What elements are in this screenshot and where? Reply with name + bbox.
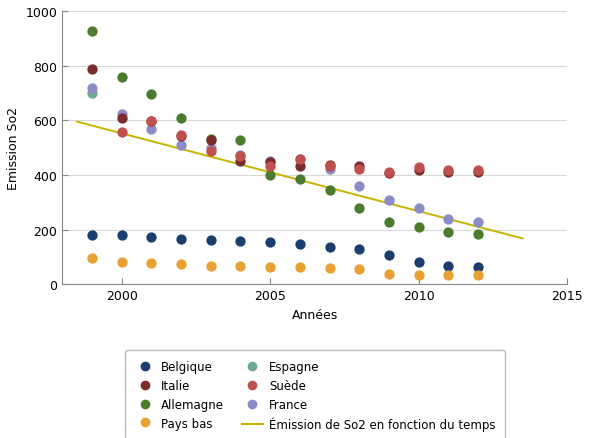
Point (295, 163, 304, 170)
Point (295, 264, 304, 271)
Point (87, 255, 97, 262)
Point (325, 265, 335, 272)
Point (87, 90, 97, 97)
Point (295, 176, 304, 183)
Point (295, 241, 304, 248)
Point (206, 237, 215, 244)
Point (176, 261, 186, 268)
Point (117, 112, 126, 119)
Point (355, 184, 364, 191)
Point (266, 264, 275, 271)
Point (147, 118, 156, 125)
Point (236, 263, 245, 270)
Point (266, 163, 275, 170)
Point (236, 158, 245, 165)
Point (117, 259, 126, 266)
Point (87, 232, 97, 239)
Point (444, 216, 453, 223)
Point (384, 197, 394, 204)
Point (325, 162, 335, 169)
Point (384, 219, 394, 226)
Point (236, 137, 245, 144)
Point (87, 85, 97, 92)
Point (414, 205, 424, 212)
Point (325, 244, 335, 251)
Point (147, 91, 156, 98)
Point (414, 167, 424, 174)
Point (266, 239, 275, 246)
Point (266, 159, 275, 166)
Point (414, 259, 424, 266)
Point (384, 271, 394, 278)
Point (355, 166, 364, 173)
Point (414, 224, 424, 231)
Point (384, 170, 394, 177)
Point (414, 272, 424, 279)
Point (325, 166, 335, 173)
Point (473, 272, 483, 279)
Point (355, 205, 364, 212)
Point (206, 137, 215, 144)
Point (176, 143, 186, 150)
Point (117, 74, 126, 81)
Point (117, 129, 126, 136)
Point (266, 158, 275, 165)
Point (295, 156, 304, 163)
Point (236, 152, 245, 159)
Point (147, 118, 156, 125)
Point (147, 260, 156, 267)
Point (117, 232, 126, 239)
X-axis label: Années: Années (291, 308, 338, 321)
Point (117, 115, 126, 122)
Point (206, 148, 215, 155)
Point (206, 137, 215, 144)
Point (384, 252, 394, 259)
Point (147, 234, 156, 241)
Point (384, 169, 394, 176)
Point (266, 172, 275, 179)
Point (444, 167, 453, 174)
Point (325, 187, 335, 194)
Point (473, 169, 483, 176)
Point (473, 219, 483, 226)
Point (87, 66, 97, 73)
Point (206, 263, 215, 270)
Point (206, 145, 215, 152)
Point (444, 229, 453, 236)
Point (355, 246, 364, 253)
Point (236, 238, 245, 245)
Point (176, 132, 186, 139)
Point (87, 29, 97, 36)
Point (176, 236, 186, 243)
Point (414, 164, 424, 171)
Point (236, 154, 245, 161)
Point (444, 169, 453, 176)
Point (176, 133, 186, 140)
Point (295, 156, 304, 163)
Point (355, 266, 364, 273)
Point (355, 163, 364, 170)
Point (147, 126, 156, 133)
Point (473, 264, 483, 271)
Point (325, 163, 335, 170)
Point (473, 231, 483, 238)
Legend: Belgique, Italie, Allemagne, Pays bas, Espagne, Suède, France, Émission de So2 e: Belgique, Italie, Allemagne, Pays bas, E… (124, 350, 505, 438)
Point (444, 263, 453, 270)
Point (473, 167, 483, 174)
Y-axis label: Emission So2: Emission So2 (7, 107, 20, 190)
Point (444, 272, 453, 279)
Point (176, 115, 186, 122)
